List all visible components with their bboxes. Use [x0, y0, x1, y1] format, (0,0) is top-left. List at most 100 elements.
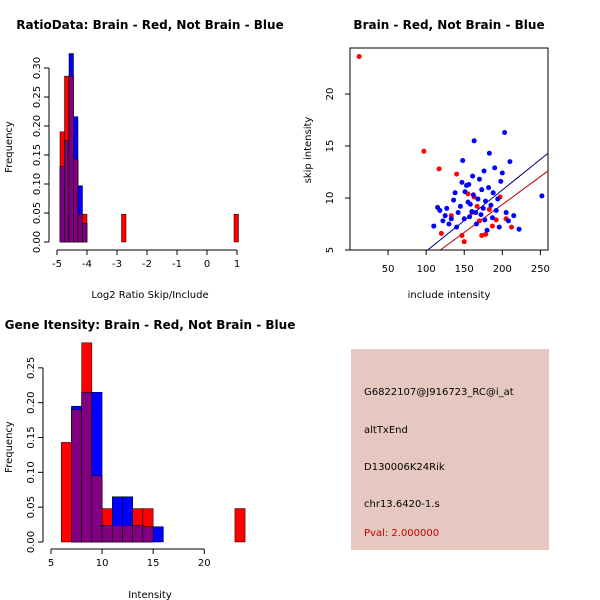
- not-brain-point: [470, 173, 476, 179]
- not-brain-bar: [152, 526, 164, 543]
- not-brain-point: [516, 226, 522, 232]
- y-tick-label: 5: [325, 247, 336, 253]
- not-brain-point: [437, 207, 443, 213]
- not-brain-point: [502, 129, 508, 135]
- not-brain-point: [486, 185, 492, 191]
- overlap-bar: [112, 525, 123, 543]
- overlap-bar: [68, 75, 74, 243]
- probe-info-box: G6822107@J916723_RC@i_at altTxEnd D13000…: [351, 349, 549, 550]
- intensity-histogram-xlabel: Intensity: [128, 590, 172, 600]
- y-tick-label: 0.20: [26, 392, 37, 414]
- ratio-histogram-xlabel: Log2 Ratio Skip/Include: [91, 290, 208, 301]
- not-brain-point: [489, 215, 495, 221]
- x-tick-label: -5: [52, 259, 62, 270]
- y-tick-label: 20: [325, 88, 336, 101]
- overlap-bar: [81, 391, 93, 543]
- x-tick-label: 250: [531, 264, 550, 275]
- not-brain-point: [492, 165, 498, 171]
- not-brain-point: [539, 193, 545, 199]
- x-tick-label: 0: [204, 259, 210, 270]
- scatter-ylabel: skip intensity: [303, 117, 314, 184]
- y-tick-label: 0.25: [26, 357, 37, 379]
- x-tick-label: -2: [142, 259, 152, 270]
- not-brain-point: [475, 196, 481, 202]
- brain-point: [454, 171, 460, 177]
- not-brain-point: [476, 176, 482, 182]
- not-brain-point: [473, 221, 479, 227]
- not-brain-point: [469, 209, 475, 215]
- brain-bar: [60, 442, 72, 543]
- x-tick-label: -4: [82, 259, 92, 270]
- y-tick-label: 0.25: [32, 86, 43, 108]
- scatter-title: Brain - Red, Not Brain - Blue: [353, 18, 544, 32]
- location-text: chr13.6420-1.s: [364, 499, 440, 510]
- brain-point: [474, 203, 480, 209]
- intensity-scatter-panel: Brain - Red, Not Brain - Blue include in…: [303, 18, 550, 301]
- brain-point: [476, 218, 482, 224]
- ratio-histogram-title: RatioData: Brain - Red, Not Brain - Blue: [16, 18, 283, 32]
- brain-point: [486, 206, 492, 212]
- overlap-bar: [64, 140, 70, 243]
- not-brain-point: [444, 205, 450, 211]
- x-tick-label: 150: [455, 264, 474, 275]
- not-brain-point: [462, 189, 468, 195]
- not-brain-point: [454, 224, 460, 230]
- intensity-histogram-axes: 5 10 15 20 0.00 0.05 0.10 0.15 0.20 0.25: [26, 357, 211, 569]
- scatter-axes: 50 100 150 200 250 5 10 15 20: [325, 88, 550, 275]
- x-tick-label: -1: [172, 259, 182, 270]
- brain-point: [479, 232, 485, 238]
- not-brain-point: [459, 179, 465, 185]
- not-brain-point: [442, 213, 448, 219]
- x-tick-label: 15: [147, 558, 160, 569]
- overlap-bar: [101, 525, 113, 543]
- pval-text: Pval: 2.000000: [364, 528, 440, 539]
- overlap-bar: [142, 526, 154, 543]
- not-brain-point: [503, 210, 509, 216]
- y-tick-label: 0.05: [26, 496, 37, 518]
- brain-bar: [121, 213, 127, 243]
- overlap-bar: [73, 158, 79, 243]
- not-brain-point: [483, 198, 489, 204]
- not-brain-point: [490, 190, 496, 196]
- overlap-bar: [82, 223, 88, 243]
- not-brain-point: [461, 216, 467, 222]
- x-tick-label: -3: [112, 259, 122, 270]
- ratio-histogram-bars: [59, 53, 239, 243]
- ratio-histogram-panel: RatioData: Brain - Red, Not Brain - Blue…: [4, 18, 284, 301]
- y-tick-label: 0.10: [26, 461, 37, 483]
- x-tick-label: 100: [417, 264, 436, 275]
- y-tick-label: 0.00: [26, 531, 37, 553]
- not-brain-point: [451, 197, 457, 203]
- overlap-bar: [132, 525, 144, 543]
- scatter-points: [356, 54, 545, 245]
- brain-point: [461, 239, 467, 245]
- not-brain-point: [457, 203, 463, 209]
- event-type-text: altTxEnd: [364, 425, 408, 436]
- ratio-histogram-ylabel: Frequency: [4, 121, 15, 173]
- x-tick-label: 5: [48, 558, 54, 569]
- not-brain-point: [486, 150, 492, 156]
- not-brain-point: [480, 205, 486, 211]
- brain-bar: [234, 508, 246, 543]
- not-brain-point: [496, 224, 502, 230]
- overlap-bar: [77, 213, 83, 243]
- brain-point: [508, 224, 514, 230]
- overlap-bar: [71, 409, 82, 543]
- intensity-histogram-ylabel: Frequency: [4, 421, 15, 473]
- x-tick-label: 200: [493, 264, 512, 275]
- brain-point: [438, 230, 444, 236]
- not-brain-point: [478, 212, 484, 218]
- brain-point: [356, 54, 362, 60]
- not-brain-point: [471, 138, 477, 144]
- not-brain-point: [467, 214, 473, 220]
- y-tick-label: 10: [325, 192, 336, 205]
- not-brain-point: [498, 178, 504, 184]
- intensity-histogram-title: Gene Itensity: Brain - Red, Not Brain - …: [5, 318, 296, 332]
- y-tick-label: 0.15: [26, 426, 37, 448]
- brain-point: [489, 223, 495, 229]
- not-brain-point: [452, 190, 458, 196]
- not-brain-point: [431, 223, 437, 229]
- not-brain-point: [466, 181, 472, 187]
- scatter-xlabel: include intensity: [408, 290, 491, 301]
- not-brain-point: [448, 216, 454, 222]
